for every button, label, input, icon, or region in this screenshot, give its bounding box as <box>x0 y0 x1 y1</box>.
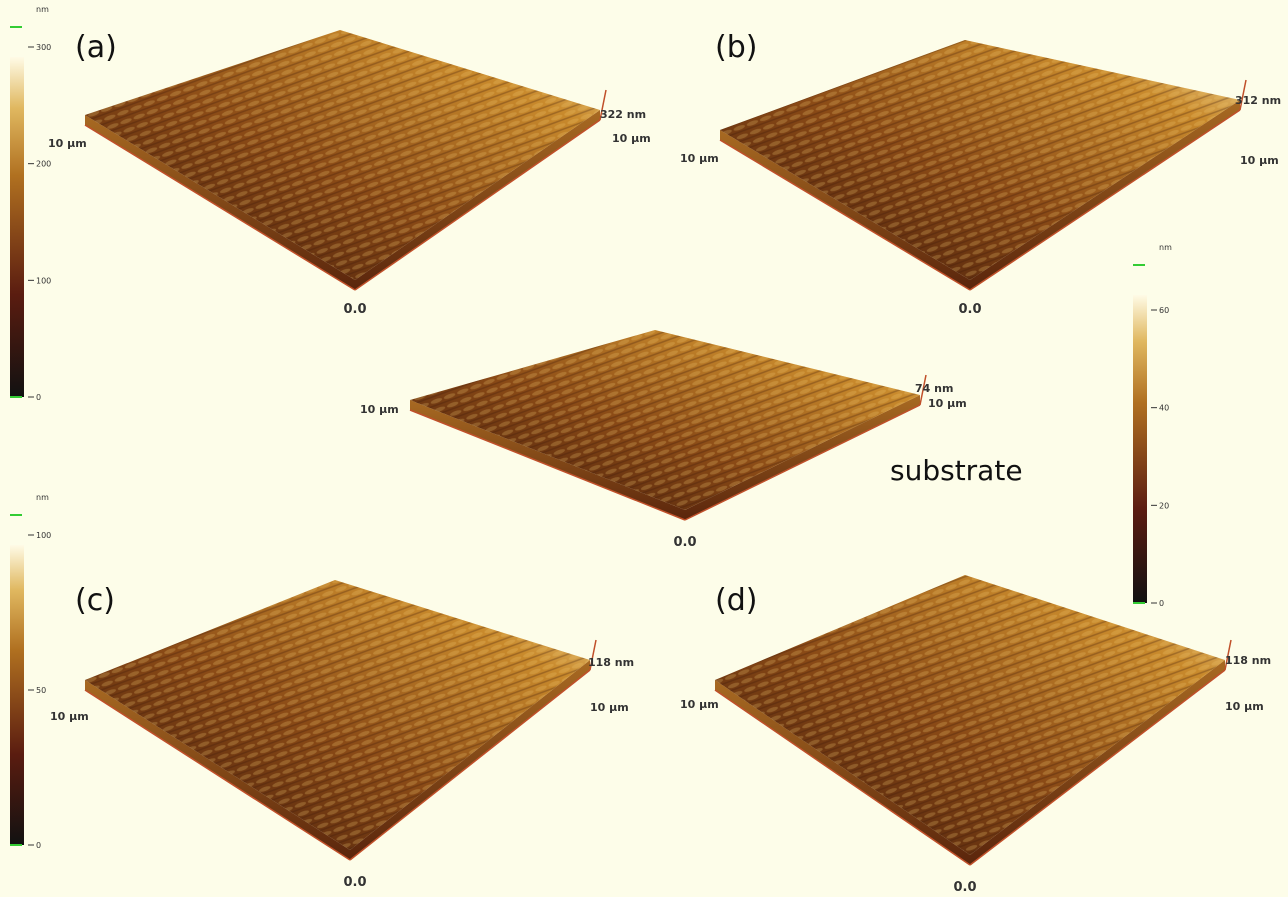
colorbar-tick: 0 <box>36 393 41 402</box>
colorbar <box>1133 295 1147 603</box>
colorbar <box>10 57 24 397</box>
axis-label: 10 µm <box>612 132 651 145</box>
panel-label: (b) <box>715 30 757 65</box>
colorbar-tick: 40 <box>1159 404 1169 413</box>
surface-texture <box>410 330 920 510</box>
axis-label: 10 µm <box>590 701 629 714</box>
content: (a) 322 nm 10 µm 10 µm 0.0 (b) 312 nm 10 µm 10 µ… <box>10 5 1281 895</box>
origin-label: 0.0 <box>958 302 981 317</box>
axis-label: 10 µm <box>1225 700 1264 713</box>
origin-label: 0.0 <box>953 880 976 895</box>
colorbar-tick: 50 <box>36 686 46 695</box>
colorbar <box>10 545 24 845</box>
colorbar-tick: 0 <box>36 841 41 850</box>
colorbar-tick: 100 <box>36 276 51 285</box>
panel-label: substrate <box>890 454 1023 487</box>
surface-texture <box>85 580 590 850</box>
height-label: 118 nm <box>588 656 634 669</box>
panel-label: (d) <box>715 583 757 618</box>
colorbar-tick: 20 <box>1159 501 1169 510</box>
colorbar-tick: 100 <box>36 531 51 540</box>
colorbar-unit: nm <box>36 493 49 502</box>
height-label: 118 nm <box>1225 654 1271 667</box>
colorbar-tick: 0 <box>1159 599 1164 608</box>
surface-texture <box>715 575 1225 855</box>
surface-texture <box>85 30 600 280</box>
axis-label: 10 µm <box>1240 154 1279 167</box>
axis-label: 10 µm <box>48 137 87 150</box>
axis-label: 10 µm <box>680 152 719 165</box>
origin-label: 0.0 <box>343 875 366 890</box>
axis-label: 10 µm <box>680 698 719 711</box>
panel-label: (c) <box>75 583 115 618</box>
origin-label: 0.0 <box>673 535 696 550</box>
colorbar-unit: nm <box>36 5 49 14</box>
height-label: 74 nm <box>915 382 953 395</box>
axis-label: 10 µm <box>360 403 399 416</box>
height-label: 312 nm <box>1235 94 1281 107</box>
colorbar-tick: 60 <box>1159 306 1169 315</box>
axis-label: 10 µm <box>50 710 89 723</box>
axis-label: 10 µm <box>928 397 967 410</box>
colorbar-tick: 200 <box>36 160 51 169</box>
colorbar-unit: nm <box>1159 243 1172 252</box>
origin-label: 0.0 <box>343 302 366 317</box>
colorbar-tick: 300 <box>36 43 51 52</box>
height-label: 322 nm <box>600 108 646 121</box>
figure: (a) 322 nm 10 µm 10 µm 0.0 (b) 312 nm 10 µm 10 µ… <box>0 0 1288 897</box>
panel-label: (a) <box>75 30 117 65</box>
